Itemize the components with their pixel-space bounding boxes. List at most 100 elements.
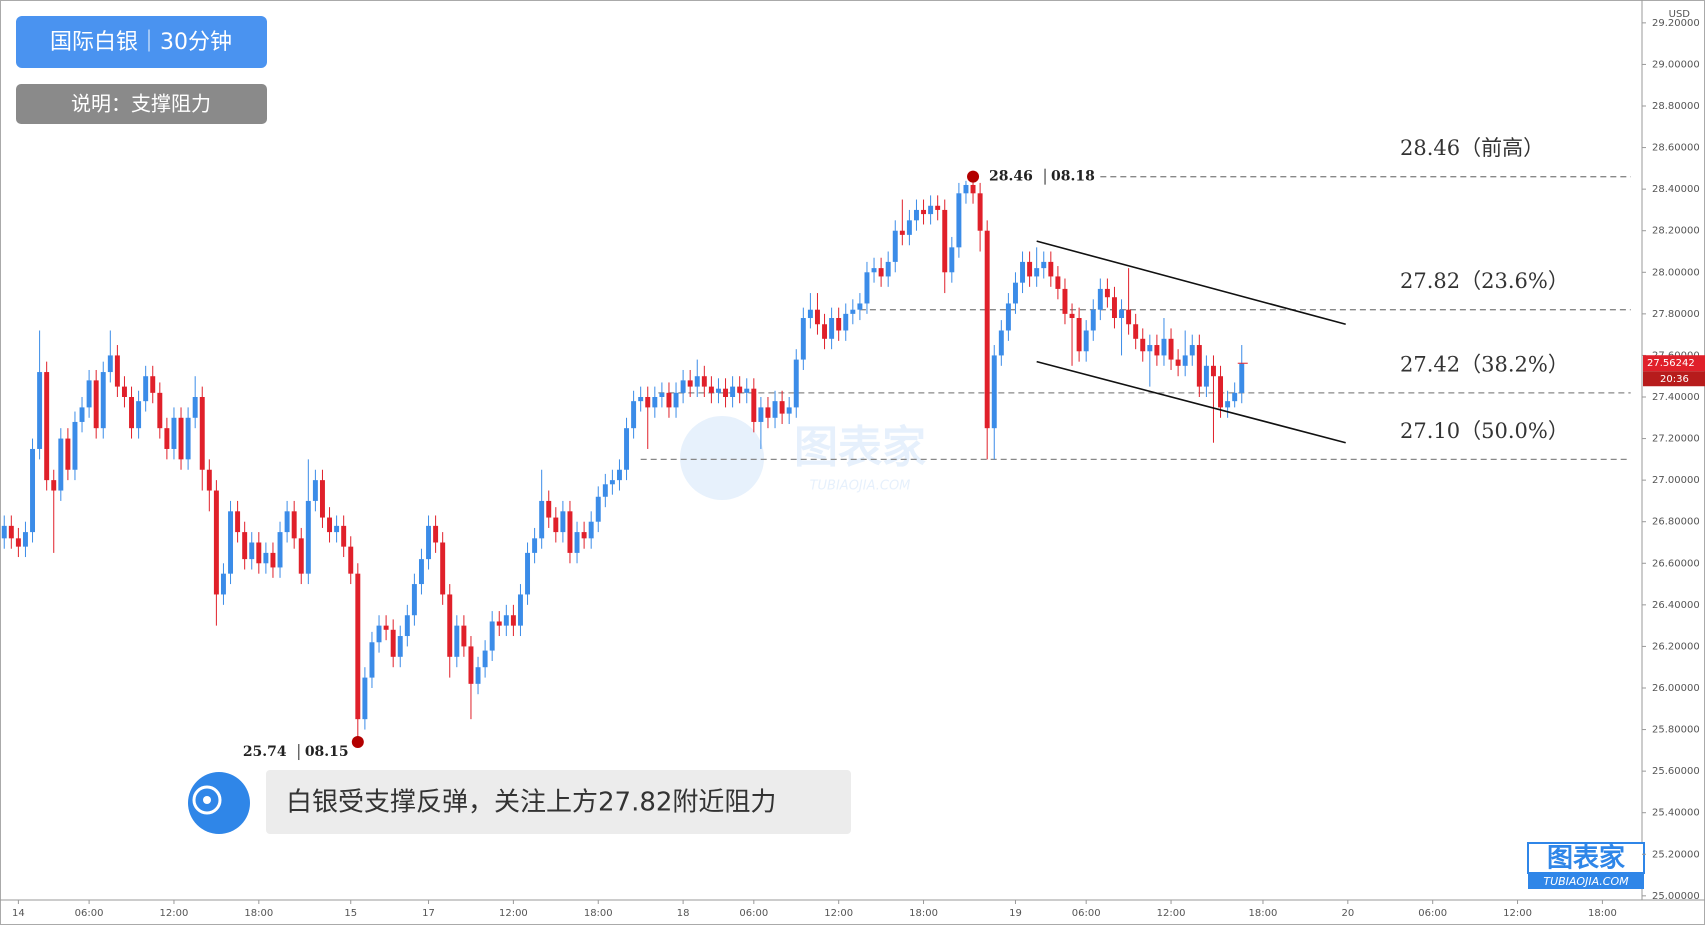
candle-body bbox=[1069, 313, 1075, 319]
candle-body bbox=[489, 621, 495, 651]
title: 国际白银｜30分钟 bbox=[50, 30, 232, 55]
candle-body bbox=[616, 469, 622, 481]
candle-body bbox=[150, 376, 156, 393]
candle-body bbox=[15, 538, 21, 547]
candle-body bbox=[1189, 345, 1195, 356]
candle-body bbox=[517, 594, 523, 626]
candle-body bbox=[503, 615, 509, 626]
candle-body bbox=[991, 355, 997, 429]
candle-body bbox=[595, 496, 601, 522]
countdown: 20:36 bbox=[1660, 374, 1689, 385]
candle-body bbox=[977, 193, 983, 231]
candle-body bbox=[426, 525, 432, 560]
candle-body bbox=[1232, 392, 1238, 402]
candle-body bbox=[956, 193, 962, 248]
candle-body bbox=[334, 525, 340, 533]
candle-body bbox=[906, 220, 912, 235]
x-tick-label: 18:00 bbox=[909, 908, 938, 919]
x-tick-label: 15 bbox=[344, 908, 357, 919]
subtitle-badge bbox=[16, 84, 267, 124]
candle-body bbox=[312, 480, 318, 501]
candle-body bbox=[143, 376, 149, 402]
candle-body bbox=[878, 268, 884, 277]
candle-body bbox=[638, 396, 644, 402]
candle-body bbox=[949, 247, 955, 273]
candle-body bbox=[1168, 338, 1174, 360]
comment: 白银受支撑反弹，关注上方27.82附近阻力 bbox=[286, 788, 776, 818]
y-tick-label: 27.80000 bbox=[1652, 309, 1700, 320]
icon-dot bbox=[203, 796, 211, 804]
candle-body bbox=[1182, 355, 1188, 366]
candle-body bbox=[553, 517, 559, 533]
candle-body bbox=[1140, 338, 1146, 352]
comment-icon bbox=[188, 772, 250, 834]
candle-body bbox=[277, 532, 283, 568]
candle-body bbox=[327, 517, 333, 533]
candle-body bbox=[129, 396, 135, 429]
candle-body bbox=[609, 480, 615, 485]
candle-body bbox=[270, 552, 276, 568]
level-label: 28.46（前高） bbox=[1400, 136, 1544, 160]
candle-body bbox=[291, 511, 297, 539]
candle-body bbox=[899, 230, 905, 235]
channel-line bbox=[1036, 240, 1346, 326]
candle-body bbox=[1154, 345, 1160, 356]
candle-body bbox=[8, 525, 14, 539]
candle-body bbox=[136, 401, 142, 429]
candle-body bbox=[1034, 268, 1040, 277]
candle-body bbox=[178, 417, 184, 460]
candle-body bbox=[885, 261, 891, 277]
y-tick-label: 25.40000 bbox=[1652, 808, 1700, 819]
candle-body bbox=[921, 209, 927, 215]
watermark-icon bbox=[680, 416, 764, 500]
candle-body bbox=[30, 448, 36, 533]
candle-body bbox=[673, 392, 679, 408]
x-tick-label: 14 bbox=[12, 908, 25, 919]
comment-box bbox=[266, 770, 851, 834]
y-tick-label: 25.20000 bbox=[1652, 849, 1700, 860]
candle-body bbox=[185, 417, 191, 460]
currency: USD bbox=[1669, 9, 1691, 20]
candle-body bbox=[461, 625, 467, 647]
candle-body bbox=[44, 372, 50, 481]
candle-body bbox=[1111, 297, 1117, 319]
candle-body bbox=[1147, 345, 1153, 352]
level-label: 27.82（23.6%） bbox=[1400, 269, 1569, 293]
candle-body bbox=[1218, 376, 1224, 408]
candle-body bbox=[79, 407, 85, 422]
candle-body bbox=[546, 500, 552, 518]
candle-body bbox=[567, 511, 573, 553]
candle-body bbox=[850, 309, 856, 314]
candle-body bbox=[355, 573, 361, 720]
candle-body bbox=[525, 552, 531, 595]
x-tick-label: 06:00 bbox=[75, 908, 104, 919]
candle-body bbox=[765, 407, 771, 418]
level-label: 27.10（50.0%） bbox=[1400, 419, 1569, 443]
extreme-date: 08.15 bbox=[305, 744, 349, 760]
candle-body bbox=[935, 205, 941, 210]
title-badge bbox=[16, 16, 267, 68]
candle-body bbox=[786, 407, 792, 414]
candle-body bbox=[539, 500, 545, 539]
candle-body bbox=[305, 500, 311, 574]
candle-body bbox=[1, 525, 7, 539]
candle-body bbox=[369, 642, 375, 678]
watermark-text: 图表家 bbox=[794, 422, 926, 473]
plot bbox=[1, 176, 1631, 743]
candle-body bbox=[440, 542, 446, 595]
candle-body bbox=[249, 542, 255, 560]
x-tick-label: 06:00 bbox=[1072, 908, 1101, 919]
y-tick-label: 26.40000 bbox=[1652, 600, 1700, 611]
candle-body bbox=[701, 376, 707, 387]
x-tick-label: 12:00 bbox=[499, 908, 528, 919]
candle-body bbox=[843, 313, 849, 331]
candle-body bbox=[871, 268, 877, 273]
candle-body bbox=[404, 615, 410, 637]
candle-body bbox=[942, 209, 948, 273]
x-tick-label: 18:00 bbox=[244, 908, 273, 919]
candle-body bbox=[164, 428, 170, 449]
candle-body bbox=[284, 511, 290, 533]
candle-body bbox=[1090, 309, 1096, 331]
